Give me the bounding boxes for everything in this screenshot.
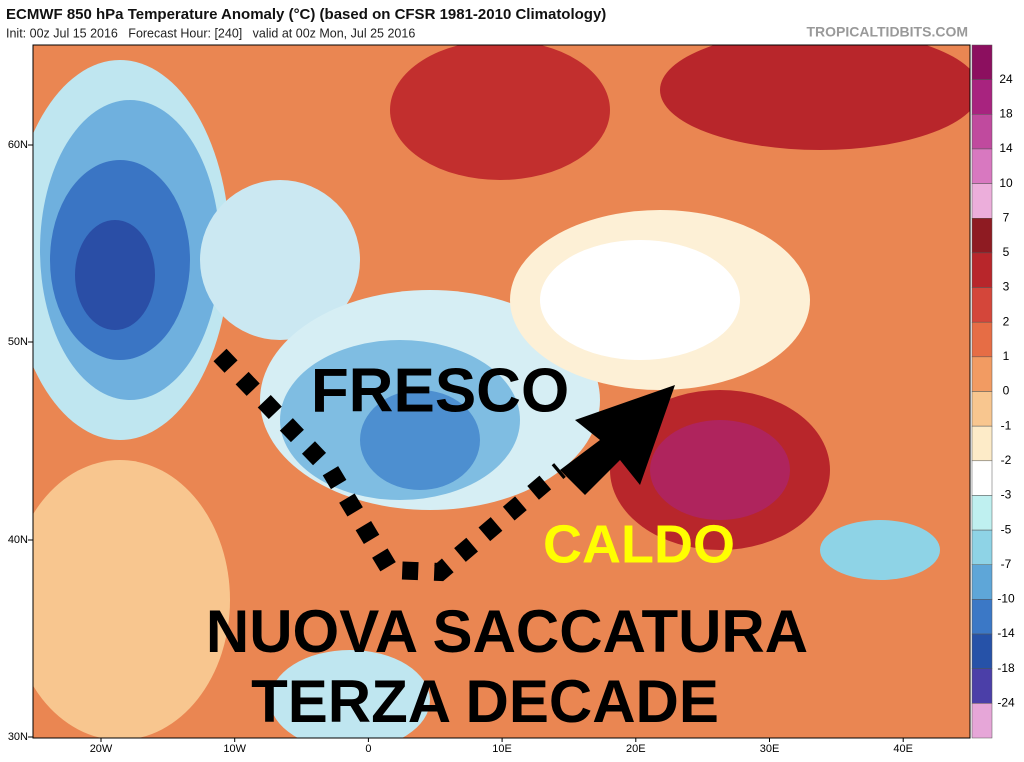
colorbar-label: 0 — [1003, 384, 1010, 398]
colorbar-swatch — [971, 391, 993, 427]
colorbar-label: -24 — [997, 696, 1015, 710]
colorbar-swatch — [971, 495, 993, 531]
trough-arrow — [213, 348, 566, 582]
lon-label: 20W — [90, 743, 113, 755]
colorbar-swatch — [971, 183, 993, 219]
lon-label: 20E — [626, 743, 646, 755]
colorbar-label: 18 — [999, 106, 1013, 120]
lat-label: 50N — [8, 336, 28, 348]
colorbar-label: -2 — [1001, 453, 1012, 467]
colorbar-swatch — [971, 668, 993, 704]
lat-label: 60N — [8, 139, 28, 151]
colorbar-label: 3 — [1003, 280, 1010, 294]
colorbar-swatch — [971, 44, 993, 80]
colorbar-swatch — [971, 356, 993, 392]
colorbar-swatch — [971, 425, 993, 462]
arrow-head — [560, 385, 675, 495]
colorbar-swatch — [971, 148, 993, 184]
colorbar-label: 10 — [999, 176, 1013, 190]
lat-label: 40N — [8, 534, 28, 546]
annotation-line1: NUOVA SACCATURA — [206, 598, 808, 665]
lat-label: 30N — [8, 731, 28, 743]
colorbar-label: 5 — [1003, 245, 1010, 259]
colorbar-swatch — [971, 529, 993, 565]
lon-label: 10E — [492, 743, 512, 755]
lon-label: 30E — [760, 743, 780, 755]
annotation-caldo: CALDO — [543, 514, 735, 574]
colorbar-label: -3 — [1001, 488, 1012, 502]
colorbar-swatch — [971, 599, 993, 635]
colorbar-label: 24 — [999, 72, 1013, 86]
lon-label: 40E — [893, 743, 913, 755]
lon-label: 10W — [223, 743, 246, 755]
title: ECMWF 850 hPa Temperature Anomaly (°C) (… — [6, 6, 606, 23]
colorbar-swatch — [971, 79, 993, 115]
colorbar-swatch — [971, 703, 993, 739]
colorbar-swatch — [971, 114, 993, 150]
colorbar-label: 7 — [1003, 210, 1010, 224]
colorbar-swatch — [971, 460, 993, 496]
annotation-fresco: FRESCO — [311, 356, 569, 425]
colorbar-label: -18 — [997, 661, 1015, 675]
map — [33, 45, 970, 738]
lon-label: 0 — [365, 743, 371, 755]
colorbar-label: -14 — [997, 626, 1015, 640]
colorbar-label: -1 — [1001, 418, 1012, 432]
colorbar-swatch — [971, 321, 993, 358]
colorbar-label: -5 — [1001, 522, 1012, 536]
colorbar-label: 2 — [1003, 314, 1010, 328]
colorbar-swatch — [971, 218, 993, 254]
colorbar-swatch — [971, 287, 993, 323]
map-frame — [32, 44, 971, 739]
colorbar-label: 14 — [999, 141, 1013, 155]
colorbar-label: -10 — [997, 592, 1015, 606]
annotation-line2: TERZA DECADE — [251, 668, 719, 735]
credit: TROPICALTIDBITS.COM — [806, 24, 968, 40]
colorbar-swatch — [971, 633, 993, 669]
colorbar-label: 1 — [1003, 349, 1010, 363]
subtitle: Init: 00z Jul 15 2016 Forecast Hour: [24… — [6, 26, 415, 40]
colorbar-swatch — [971, 564, 993, 600]
colorbar-label: -7 — [1001, 557, 1012, 571]
colorbar-swatch — [971, 252, 993, 288]
